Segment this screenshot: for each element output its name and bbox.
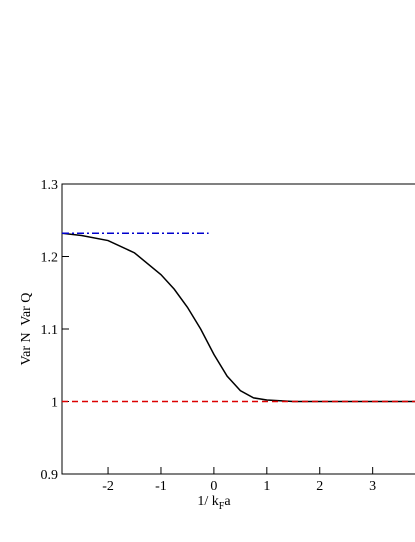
x-tick-label: 0 — [210, 479, 217, 494]
y-tick-label: 1 — [51, 396, 58, 411]
y-tick-label: 0.9 — [41, 468, 59, 483]
y-tick-label: 1.1 — [41, 323, 59, 338]
y-tick-label: 1.2 — [41, 251, 59, 266]
x-tick-label: -2 — [102, 479, 114, 494]
plot-frame — [61, 183, 415, 475]
x-tick-label: 3 — [369, 479, 376, 494]
y-tick-label: 1.3 — [41, 178, 59, 193]
x-tick-label: 1 — [263, 479, 270, 494]
y-axis-label: Var N Var Q — [19, 293, 34, 366]
x-tick-label: 2 — [316, 479, 323, 494]
line-series — [61, 232, 415, 403]
x-axis-label: 1/ kFa — [197, 494, 231, 512]
x-tick-label: -1 — [155, 479, 167, 494]
